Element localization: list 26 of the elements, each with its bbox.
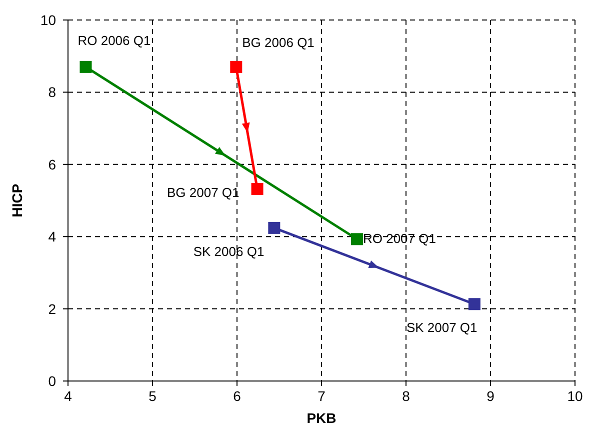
- annotation: RO 2006 Q1: [78, 32, 151, 48]
- x-tick-label: 4: [64, 388, 72, 404]
- x-tick-label: 9: [486, 388, 495, 404]
- y-tick-label: 2: [48, 300, 56, 317]
- y-tick-label: 0: [48, 373, 56, 389]
- x-axis-title: PKB: [306, 410, 336, 426]
- point: [350, 233, 363, 246]
- y-tick-label: 6: [48, 156, 56, 172]
- point: [80, 60, 92, 73]
- point: [468, 298, 480, 310]
- y-tick-label: 8: [48, 84, 56, 100]
- x-tick-label: 7: [318, 388, 326, 404]
- y-tick-label: 4: [48, 228, 56, 245]
- point: [268, 222, 280, 234]
- annotation: BG 2006 Q1: [242, 34, 314, 50]
- annotation: SK 2006 Q1: [193, 244, 264, 259]
- x-tick-label: 6: [233, 388, 242, 404]
- y-tick-label: 10: [40, 12, 56, 28]
- annotation: SK 2007 Q1: [406, 320, 478, 336]
- x-tick-label: 5: [148, 388, 157, 404]
- y-axis-title: HICP: [9, 184, 25, 218]
- annotation: BG 2007 Q1: [167, 184, 240, 200]
- x-tick-label: 8: [402, 388, 410, 404]
- point: [251, 182, 264, 195]
- x-tick-label: 10: [567, 388, 583, 404]
- point: [230, 60, 242, 73]
